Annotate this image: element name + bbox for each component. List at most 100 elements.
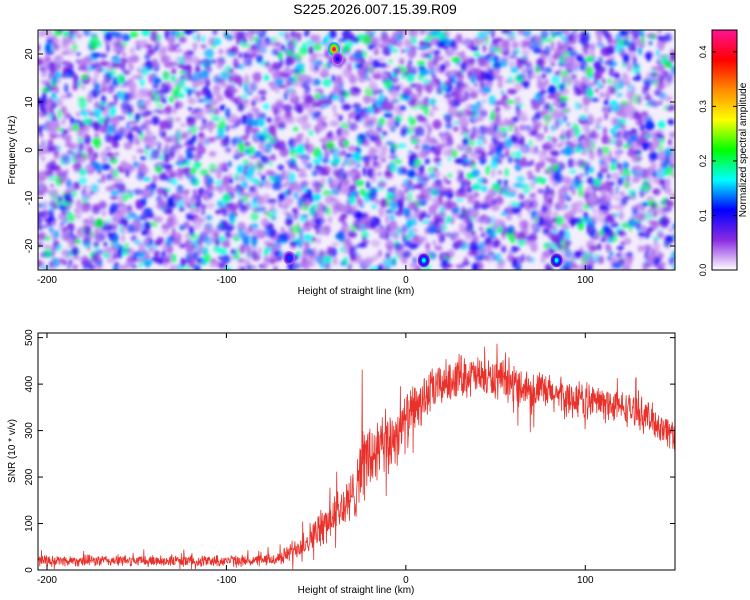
heatmap-cell bbox=[519, 124, 526, 131]
heatmap-cell bbox=[151, 149, 161, 160]
heatmap-cell bbox=[257, 194, 262, 201]
heatmap-cell bbox=[527, 74, 537, 79]
heatmap-cell bbox=[286, 49, 292, 56]
heatmap-cell bbox=[406, 185, 415, 192]
heatmap-cell bbox=[614, 33, 624, 41]
heatmap-cell bbox=[429, 188, 440, 198]
heatmap-cell bbox=[250, 265, 258, 270]
heatmap-cell bbox=[636, 211, 646, 221]
heatmap-cell bbox=[341, 178, 350, 187]
heatmap-cell bbox=[41, 30, 48, 37]
heatmap-cell bbox=[411, 65, 417, 71]
heatmap-cell bbox=[665, 177, 671, 189]
heatmap-cell bbox=[572, 34, 582, 38]
heatmap-cell bbox=[276, 140, 286, 151]
heatmap-cell bbox=[207, 36, 216, 46]
heatmap-cell bbox=[138, 162, 143, 167]
heatmap-cell bbox=[464, 230, 473, 240]
heatmap-cell bbox=[510, 245, 518, 253]
heatmap-cell bbox=[132, 215, 142, 223]
heatmap-cells bbox=[38, 30, 675, 270]
heatmap-cell bbox=[559, 95, 569, 102]
heatmap-cell bbox=[432, 119, 442, 130]
heatmap-cell bbox=[47, 114, 52, 119]
heatmap-cell bbox=[48, 188, 59, 197]
heatmap-cell bbox=[436, 40, 446, 49]
heatmap-cell bbox=[427, 59, 435, 70]
colorbar-ticks: 0.00.10.20.30.4 bbox=[698, 46, 737, 276]
heatmap-cell bbox=[423, 106, 430, 117]
heatmap-cell bbox=[529, 192, 537, 198]
heatmap-cell bbox=[485, 30, 492, 35]
heatmap-cell bbox=[155, 95, 160, 104]
heatmap-cell bbox=[204, 78, 211, 88]
heatmap-cell bbox=[609, 189, 616, 199]
heatmap-cell bbox=[535, 133, 545, 142]
heatmap-cell bbox=[463, 90, 470, 101]
heatmap-cell bbox=[160, 55, 169, 64]
heatmap-cell bbox=[38, 183, 45, 193]
heatmap-cell bbox=[481, 86, 492, 94]
heatmap-cell bbox=[319, 226, 326, 236]
heatmap-cell bbox=[43, 200, 48, 211]
heatmap-cell bbox=[436, 80, 442, 87]
heatmap-cell bbox=[53, 54, 62, 65]
heatmap-cell bbox=[550, 62, 556, 67]
heatmap-cell bbox=[332, 178, 339, 187]
heatmap-cell bbox=[588, 248, 594, 258]
heatmap-cell bbox=[185, 246, 194, 254]
heatmap-cell bbox=[303, 234, 312, 242]
heatmap-cell bbox=[289, 241, 299, 246]
heatmap-cell bbox=[631, 64, 641, 74]
heatmap-cell bbox=[585, 117, 594, 122]
heatmap-cell bbox=[351, 36, 360, 43]
heatmap-cell bbox=[473, 39, 480, 47]
heatmap-cell bbox=[520, 146, 527, 154]
heatmap-cell bbox=[297, 173, 308, 178]
heatmap-cell bbox=[402, 249, 412, 259]
heatmap-cell bbox=[643, 179, 649, 186]
heatmap-cell bbox=[196, 207, 200, 214]
heatmap-cell bbox=[293, 102, 303, 113]
heatmap-cell bbox=[651, 220, 660, 230]
heatmap-cell bbox=[528, 140, 534, 147]
heatmap-cell bbox=[340, 185, 349, 195]
heatmap-cell bbox=[258, 247, 262, 254]
snr-y-axis-label: SNR (10 * v/v) bbox=[7, 419, 18, 483]
heatmap-cell bbox=[295, 251, 302, 257]
heatmap-cell bbox=[117, 194, 124, 204]
heatmap-cell bbox=[558, 193, 566, 204]
heatmap-cell bbox=[103, 252, 110, 259]
heatmap-cell bbox=[510, 151, 515, 157]
heatmap-cell bbox=[518, 161, 527, 166]
heatmap-cell bbox=[536, 74, 542, 83]
heatmap-cell bbox=[57, 108, 62, 120]
heatmap-cell bbox=[447, 106, 458, 116]
heatmap-cell bbox=[408, 229, 415, 239]
heatmap-cell bbox=[473, 82, 478, 88]
heatmap-cell bbox=[654, 89, 662, 97]
heatmap-cell bbox=[146, 126, 150, 134]
heatmap-cell bbox=[352, 52, 363, 60]
heatmap-cell bbox=[540, 53, 548, 59]
heatmap-cell bbox=[214, 209, 222, 215]
heatmap-cell bbox=[368, 265, 379, 270]
heatmap-cell bbox=[103, 72, 113, 83]
heatmap-cell bbox=[104, 146, 112, 152]
heatmap-cell bbox=[549, 104, 554, 113]
heatmap-cell bbox=[275, 244, 282, 249]
heatmap-cell bbox=[68, 259, 73, 265]
heatmap-cell bbox=[565, 233, 570, 242]
heatmap-cell bbox=[348, 147, 356, 153]
heatmap-cell bbox=[77, 66, 83, 71]
heatmap-cell bbox=[129, 31, 139, 38]
heatmap-cell bbox=[225, 124, 229, 133]
heatmap-cell bbox=[581, 85, 592, 90]
heatmap-cell bbox=[615, 162, 623, 170]
heatmap-cell bbox=[417, 132, 425, 137]
heatmap-cell bbox=[72, 161, 82, 172]
heatmap-cell bbox=[466, 139, 476, 147]
heatmap-cell bbox=[460, 191, 468, 198]
heatmap-cell bbox=[507, 88, 517, 95]
heatmap-cell bbox=[670, 164, 675, 169]
